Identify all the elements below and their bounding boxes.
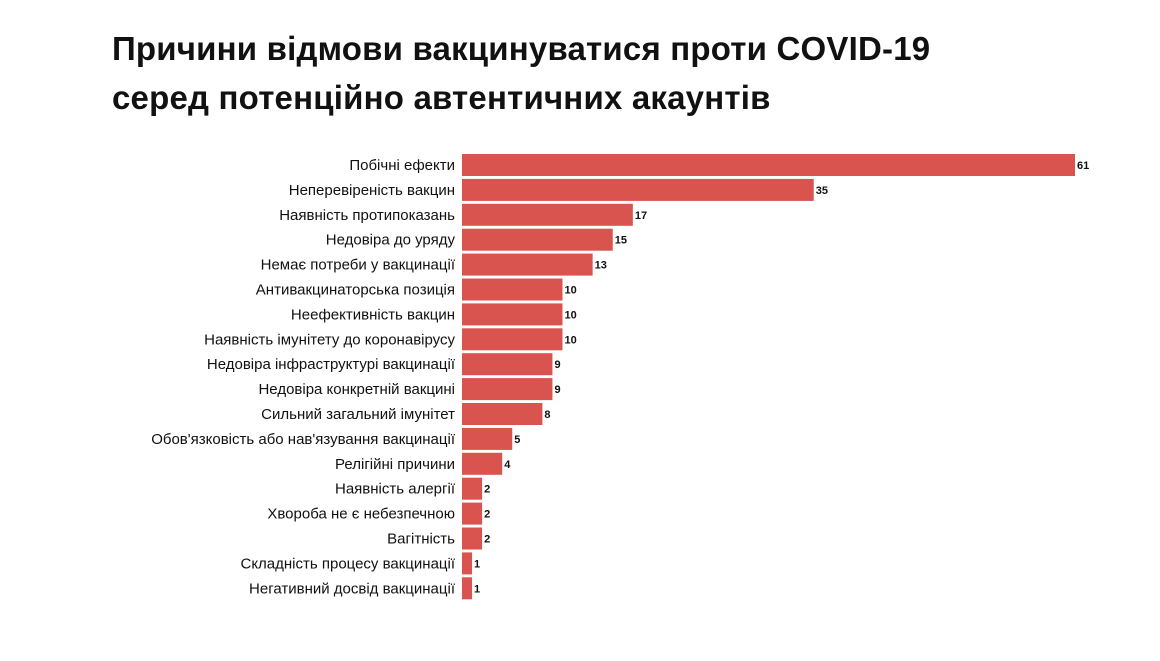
value-label: 8 bbox=[544, 409, 550, 421]
category-label: Недовіра інфраструктурі вакцинації bbox=[207, 356, 456, 373]
bar bbox=[462, 278, 563, 301]
value-label: 13 bbox=[595, 260, 607, 272]
category-label: Обов'язковість або нав'язування вакцинац… bbox=[151, 431, 456, 448]
category-label: Складність процесу вакцинації bbox=[240, 555, 455, 572]
value-label: 4 bbox=[504, 459, 511, 471]
chart-title-line-1: Причини відмови вакцинуватися проти COVI… bbox=[112, 30, 931, 67]
category-label: Недовіра до уряду bbox=[326, 232, 456, 249]
bar bbox=[462, 154, 1075, 176]
bars-layer bbox=[462, 154, 1075, 600]
category-label: Наявність протипоказань bbox=[279, 207, 455, 224]
category-label: Негативний досвід вакцинації bbox=[249, 580, 456, 597]
value-label: 1 bbox=[474, 583, 480, 595]
chart-title: Причини відмови вакцинуватися проти COVI… bbox=[112, 24, 930, 122]
bar bbox=[462, 552, 473, 575]
bar bbox=[462, 403, 543, 425]
value-label: 2 bbox=[484, 509, 490, 521]
value-label: 10 bbox=[564, 334, 576, 346]
value-label: 2 bbox=[484, 484, 490, 496]
value-label: 61 bbox=[1077, 160, 1089, 172]
value-label: 1 bbox=[474, 558, 480, 570]
value-label: 5 bbox=[514, 434, 520, 446]
value-label: 9 bbox=[554, 384, 560, 396]
bar bbox=[462, 328, 563, 351]
bar bbox=[462, 203, 633, 226]
category-label: Недовіра конкретній вакцині bbox=[258, 381, 455, 398]
bar bbox=[462, 228, 613, 251]
category-label: Сильний загальний імунітет bbox=[261, 406, 455, 423]
bar bbox=[462, 477, 483, 500]
value-label: 10 bbox=[564, 285, 576, 297]
category-label: Хвороба не є небезпечною bbox=[267, 506, 455, 523]
value-label: 17 bbox=[635, 210, 647, 222]
category-label: Немає потреби у вакцинації bbox=[261, 257, 456, 274]
category-label: Неефективність вакцин bbox=[291, 306, 455, 323]
value-label: 9 bbox=[554, 359, 560, 371]
value-label: 15 bbox=[615, 235, 627, 247]
category-label: Неперевіреність вакцин bbox=[289, 182, 455, 199]
bar bbox=[462, 527, 483, 550]
category-label: Релігійні причини bbox=[335, 456, 455, 473]
chart-title-line-2: серед потенційно автентичних акаунтів bbox=[112, 79, 771, 116]
category-label: Наявність імунітету до коронавірусу bbox=[204, 331, 455, 348]
category-label: Антивакцинаторська позиція bbox=[256, 282, 455, 299]
bar bbox=[462, 353, 553, 376]
category-label: Вагітність bbox=[387, 531, 455, 548]
category-label: Наявність алергії bbox=[335, 481, 456, 498]
value-label: 35 bbox=[816, 185, 828, 197]
bar bbox=[462, 577, 473, 600]
value-label: 10 bbox=[564, 309, 576, 321]
bar bbox=[462, 378, 553, 401]
category-labels: Побічні ефекти Неперевіреність вакцин Наяв… bbox=[151, 157, 456, 597]
bar bbox=[462, 502, 483, 525]
bar bbox=[462, 178, 814, 201]
bar bbox=[462, 427, 513, 450]
category-label: Побічні ефекти bbox=[349, 157, 455, 174]
bar bbox=[462, 303, 563, 326]
value-label: 2 bbox=[484, 534, 490, 546]
bar bbox=[462, 253, 593, 276]
bar bbox=[462, 452, 503, 475]
